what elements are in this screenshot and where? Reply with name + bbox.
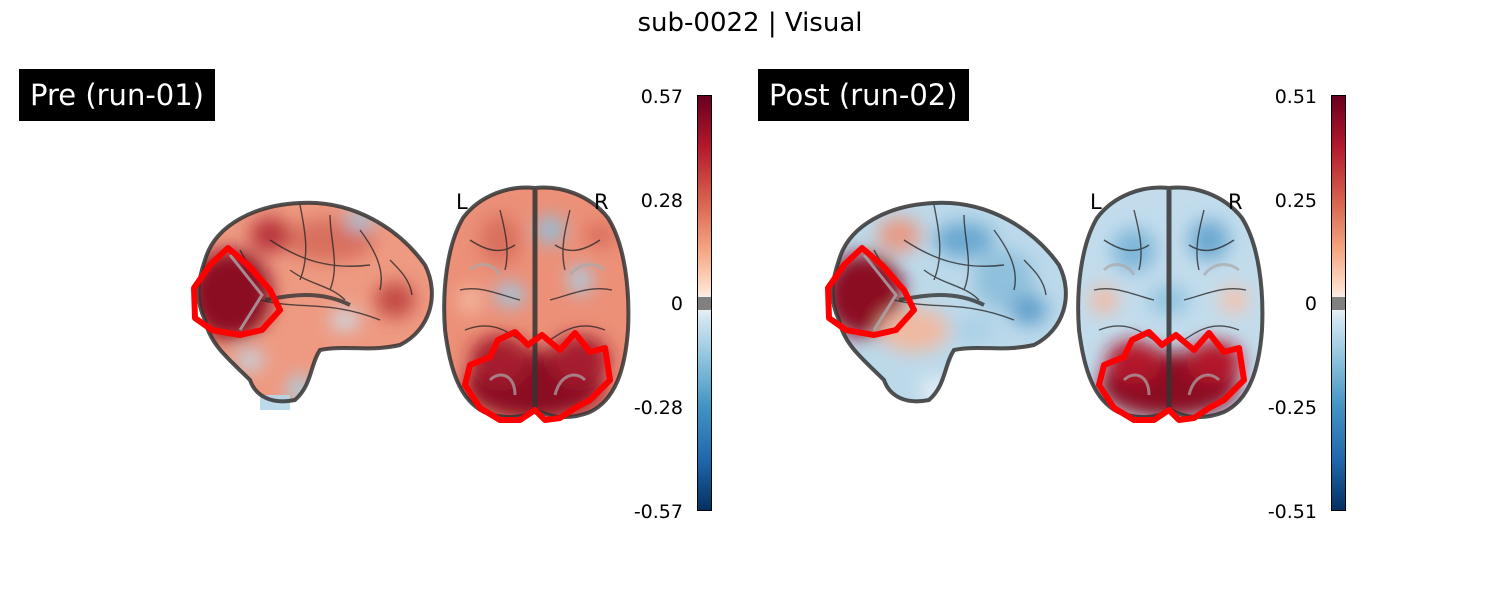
glass-brain-pre — [191, 185, 631, 423]
colorbar-tick-lower-pre: -0.28 — [633, 397, 683, 419]
roi-outline-axial-post — [1096, 329, 1247, 423]
colorbar-tick-min-post: -0.51 — [1267, 501, 1317, 523]
left-hemisphere-label-pre: L — [456, 190, 468, 214]
right-hemisphere-label-pre: R — [594, 190, 609, 214]
panel-post: Post (run-02) — [634, 0, 1384, 600]
roi-outline-sagittal-post — [825, 245, 917, 338]
roi-outline-axial-pre — [462, 329, 613, 423]
colorbar-zero-band-post — [1332, 297, 1345, 310]
colorbar-tick-lower-post: -0.25 — [1267, 397, 1317, 419]
panel-label-post: Post (run-02) — [758, 69, 969, 121]
colorbar-pre — [697, 95, 712, 511]
colorbar-tick-max-post: 0.51 — [1274, 86, 1317, 108]
colorbar-tick-max-pre: 0.57 — [640, 86, 683, 108]
colorbar-tick-upper-post: 0.25 — [1274, 190, 1317, 212]
colorbar-post — [1331, 95, 1346, 511]
colorbar-tick-zero-post: 0 — [1304, 293, 1317, 315]
colorbar-tick-upper-pre: 0.28 — [640, 190, 683, 212]
panel-pre: Pre (run-01) — [19, 69, 712, 523]
panel-label-pre: Pre (run-01) — [19, 69, 215, 121]
roi-outline-sagittal-pre — [191, 245, 283, 338]
colorbar-zero-band-pre — [698, 297, 711, 310]
colorbar-tick-zero-pre: 0 — [670, 293, 683, 315]
right-hemisphere-label-post: R — [1228, 190, 1243, 214]
glass-brain-post — [825, 185, 1265, 423]
figure-title: sub-0022 | Visual — [637, 8, 863, 38]
colorbar-tick-min-pre: -0.57 — [633, 501, 683, 523]
left-hemisphere-label-post: L — [1090, 190, 1102, 214]
